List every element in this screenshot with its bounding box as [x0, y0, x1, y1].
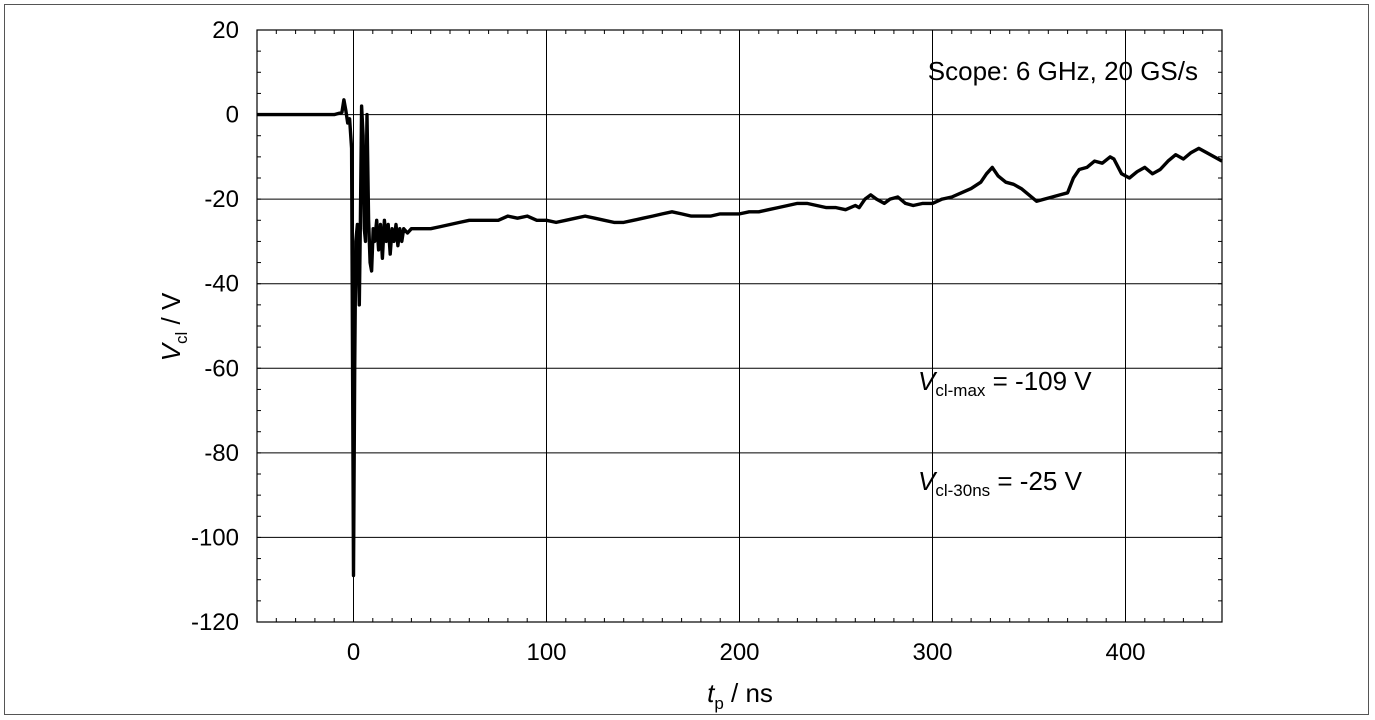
x-axis-label-sub: p [714, 694, 723, 713]
vmax-main: V [918, 366, 938, 396]
y-tick-label: -40 [204, 271, 239, 298]
v30-sub: cl-30ns [935, 481, 990, 500]
series-line [257, 98, 1223, 578]
y-tick-label: -100 [191, 524, 239, 551]
y-axis: 20 0 -20 -40 -60 -80 -100 -120 [191, 17, 1222, 636]
x-tick-label: 200 [719, 639, 759, 666]
y-tick-label: -20 [204, 186, 239, 213]
grid [257, 29, 1222, 623]
vmax-annotation: Vcl-max = -109 V [918, 366, 1092, 400]
x-axis-label: tp / ns [707, 678, 773, 713]
y-axis-label-main: V [156, 341, 186, 361]
v30-main: V [918, 466, 938, 496]
x-axis-label-main: t [707, 678, 716, 708]
x-tick-label: 400 [1105, 639, 1145, 666]
y-tick-label: 20 [212, 17, 239, 44]
x-tick-label: 300 [912, 639, 952, 666]
v30-value: = -25 V [990, 466, 1082, 496]
y-axis-label-sub: cl [172, 332, 191, 344]
y-tick-label: -80 [204, 440, 239, 467]
scope-annotation: Scope: 6 GHz, 20 GS/s [928, 56, 1198, 86]
y-tick-label: -60 [204, 355, 239, 382]
vmax-sub: cl-max [935, 381, 986, 400]
v30-annotation: Vcl-30ns = -25 V [918, 466, 1083, 500]
x-tick-label: 0 [347, 639, 360, 666]
x-axis: 0 100 200 300 400 [256, 30, 1223, 666]
y-axis-label-unit: / V [156, 292, 186, 332]
chart-frame [4, 4, 1369, 715]
y-tick-label: -120 [191, 609, 239, 636]
y-axis-label: Vcl / V [156, 292, 191, 361]
x-tick-label: 100 [526, 639, 566, 666]
y-tick-label: 0 [226, 102, 239, 129]
vmax-value: = -109 V [985, 366, 1092, 396]
x-axis-label-unit: / ns [724, 678, 773, 708]
